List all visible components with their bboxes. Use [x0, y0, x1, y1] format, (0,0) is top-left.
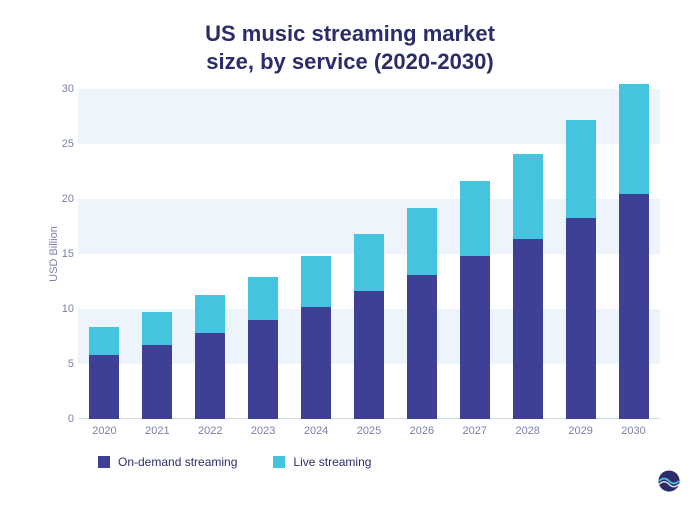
bar-stack — [248, 277, 278, 419]
bar-column — [343, 89, 396, 419]
bar-stack — [142, 312, 172, 419]
bar-stack — [566, 120, 596, 419]
x-tick-label: 2029 — [554, 425, 607, 437]
bar-segment-live — [460, 181, 490, 256]
x-tick-label: 2030 — [607, 425, 660, 437]
bar-column — [448, 89, 501, 419]
x-tick-label: 2024 — [290, 425, 343, 437]
y-tick-label: 25 — [48, 138, 74, 150]
chart-title-line1: US music streaming market — [205, 21, 495, 46]
chart-container: US music streaming market size, by servi… — [0, 0, 700, 508]
bar-segment-live — [195, 295, 225, 334]
x-tick-label: 2023 — [237, 425, 290, 437]
x-tick-label: 2020 — [78, 425, 131, 437]
bar-stack — [89, 327, 119, 419]
x-axis-ticks: 2020202120222023202420252026202720282029… — [78, 419, 660, 437]
legend-item-live: Live streaming — [273, 455, 371, 469]
bar-stack — [619, 84, 649, 420]
bar-segment-live — [354, 234, 384, 291]
bar-column — [290, 89, 343, 419]
bar-stack — [407, 208, 437, 419]
bar-column — [607, 89, 660, 419]
x-tick-label: 2021 — [131, 425, 184, 437]
bar-segment-on-demand — [142, 345, 172, 419]
bar-segment-on-demand — [195, 333, 225, 419]
bar-segment-live — [301, 256, 331, 307]
bars-group — [78, 89, 660, 419]
bar-column — [78, 89, 131, 419]
x-tick-label: 2026 — [395, 425, 448, 437]
bar-stack — [513, 154, 543, 419]
bar-segment-on-demand — [619, 194, 649, 420]
bar-segment-live — [142, 312, 172, 345]
legend-label-on-demand: On-demand streaming — [118, 455, 237, 469]
bar-segment-on-demand — [513, 239, 543, 419]
plot-area: USD Billion 051015202530 — [78, 89, 660, 419]
bar-stack — [195, 295, 225, 419]
y-tick-label: 5 — [48, 358, 74, 370]
bar-column — [501, 89, 554, 419]
bar-segment-live — [619, 84, 649, 194]
chart-title: US music streaming market size, by servi… — [30, 20, 670, 75]
legend-swatch-live — [273, 456, 285, 468]
y-tick-label: 15 — [48, 248, 74, 260]
y-tick-label: 20 — [48, 193, 74, 205]
bar-segment-on-demand — [566, 218, 596, 419]
bar-segment-live — [407, 208, 437, 275]
bar-segment-live — [513, 154, 543, 239]
bar-segment-on-demand — [248, 320, 278, 419]
legend-label-live: Live streaming — [293, 455, 371, 469]
y-tick-label: 30 — [48, 83, 74, 95]
bar-segment-live — [89, 327, 119, 356]
bar-stack — [460, 181, 490, 419]
brand-logo-icon — [656, 468, 682, 494]
bar-segment-on-demand — [460, 256, 490, 419]
x-tick-label: 2022 — [184, 425, 237, 437]
x-tick-label: 2025 — [343, 425, 396, 437]
bar-segment-on-demand — [407, 275, 437, 419]
legend: On-demand streaming Live streaming — [78, 455, 670, 469]
bar-segment-on-demand — [301, 307, 331, 419]
bar-column — [237, 89, 290, 419]
bar-column — [554, 89, 607, 419]
bar-segment-on-demand — [89, 355, 119, 419]
x-tick-label: 2027 — [448, 425, 501, 437]
chart-title-line2: size, by service (2020-2030) — [206, 49, 493, 74]
bar-stack — [354, 234, 384, 419]
y-tick-label: 10 — [48, 303, 74, 315]
bar-column — [184, 89, 237, 419]
bar-segment-live — [248, 277, 278, 320]
bar-column — [395, 89, 448, 419]
x-tick-label: 2028 — [501, 425, 554, 437]
legend-item-on-demand: On-demand streaming — [98, 455, 237, 469]
legend-swatch-on-demand — [98, 456, 110, 468]
y-tick-label: 0 — [48, 413, 74, 425]
bar-stack — [301, 256, 331, 419]
bar-segment-live — [566, 120, 596, 218]
bar-column — [131, 89, 184, 419]
bar-segment-on-demand — [354, 291, 384, 419]
